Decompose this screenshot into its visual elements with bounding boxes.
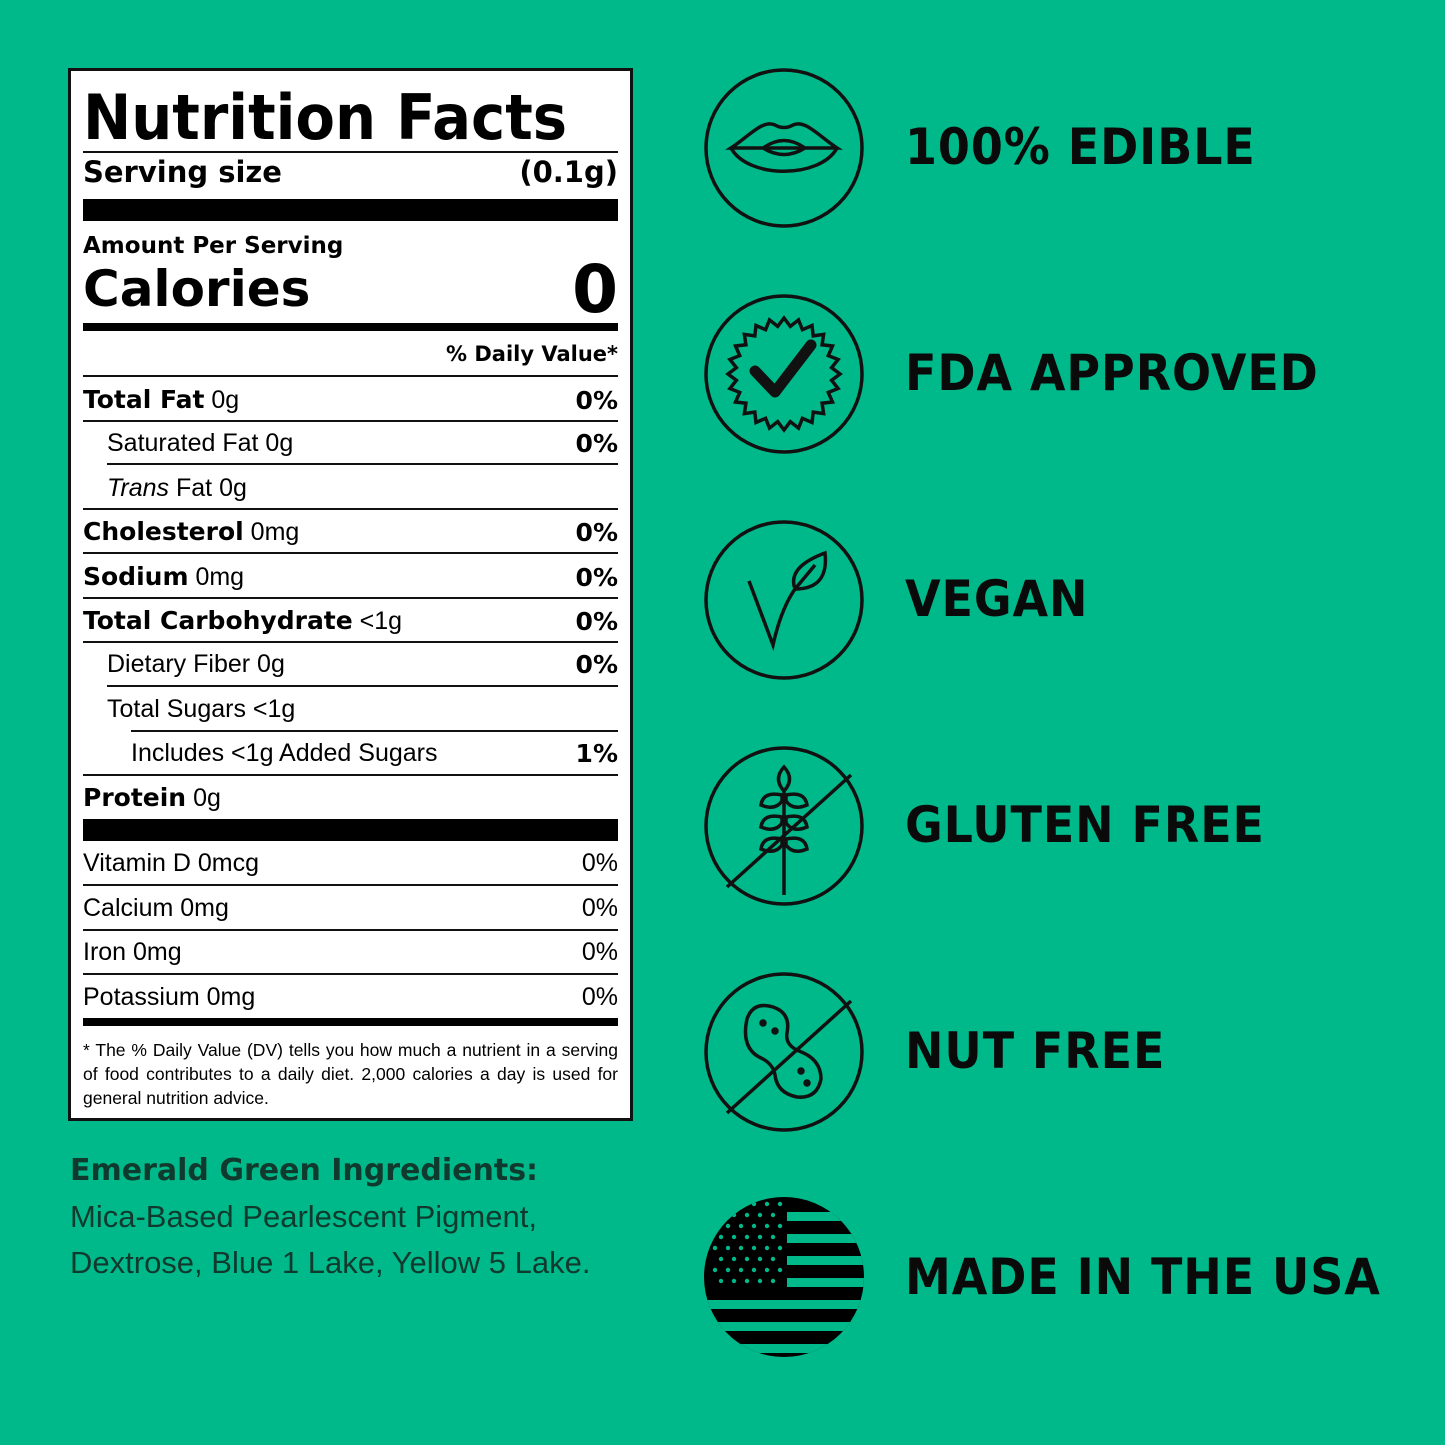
- nutrient-row: Trans Fat 0g: [107, 473, 247, 502]
- ingredients-heading: Emerald Green Ingredients:: [70, 1153, 539, 1188]
- label-title: Nutrition Facts: [83, 81, 568, 154]
- ingredients: Emerald Green Ingredients: Mica-Based Pe…: [70, 1148, 590, 1286]
- serving-label: Serving size: [83, 155, 282, 189]
- nutrient-row: Includes <1g Added Sugars 1%: [131, 738, 618, 768]
- calories-row: Calories 0: [83, 251, 618, 328]
- badge-label: MADE IN THE USA: [905, 1248, 1381, 1306]
- badge-label: NUT FREE: [905, 1022, 1166, 1080]
- nutrient-row: Protein 0g: [83, 783, 221, 812]
- badge-label: 100% EDIBLE: [905, 118, 1256, 176]
- daily-value-header: % Daily Value*: [446, 342, 618, 366]
- nutrient-row: Total Carbohydrate <1g 0%: [83, 606, 618, 636]
- serving-value: (0.1g): [519, 155, 618, 189]
- badge-label: VEGAN: [905, 570, 1089, 628]
- vitamin-row: Potassium 0mg 0%: [83, 982, 618, 1011]
- usa-flag-icon: [704, 1197, 864, 1357]
- amount-per-serving: Amount Per Serving: [83, 233, 344, 259]
- nutrient-row: Sodium 0mg 0%: [83, 562, 618, 592]
- ingredients-line: Mica-Based Pearlescent Pigment,: [70, 1199, 537, 1234]
- vitamin-row: Vitamin D 0mcg 0%: [83, 848, 618, 877]
- lips-icon: [704, 68, 864, 228]
- no-nut-icon: [704, 972, 864, 1132]
- badge-label: FDA APPROVED: [905, 344, 1319, 402]
- serving-size-row: Serving size (0.1g): [83, 155, 618, 189]
- nutrient-row: Total Fat 0g 0%: [83, 385, 618, 415]
- badge-label: GLUTEN FREE: [905, 796, 1265, 854]
- calories-value: 0: [572, 250, 618, 328]
- ingredients-line: Dextrose, Blue 1 Lake, Yellow 5 Lake.: [70, 1245, 591, 1280]
- leaf-v-icon: [704, 520, 864, 680]
- vitamin-row: Calcium 0mg 0%: [83, 893, 618, 922]
- vitamin-row: Iron 0mg 0%: [83, 937, 618, 966]
- nutrient-row: Dietary Fiber 0g 0%: [107, 649, 618, 679]
- nutrition-facts-label: Nutrition Facts Serving size (0.1g) Amoun…: [68, 68, 633, 1121]
- calories-label: Calories: [83, 260, 311, 318]
- check-seal-icon: [704, 294, 864, 454]
- nutrient-row: Total Sugars <1g: [107, 694, 296, 723]
- no-wheat-icon: [704, 746, 864, 906]
- footnote: * The % Daily Value (DV) tells you how m…: [83, 1040, 618, 1108]
- nutrient-row: Saturated Fat 0g 0%: [107, 428, 618, 458]
- nutrient-row: Cholesterol 0mg 0%: [83, 517, 618, 547]
